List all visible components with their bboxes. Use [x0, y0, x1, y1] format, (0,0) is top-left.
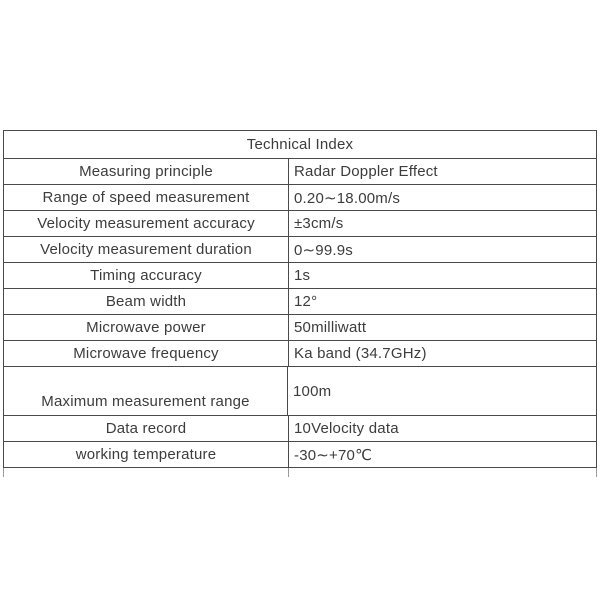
spec-value: -30∼+70℃	[294, 446, 373, 464]
spec-label: Microwave power	[4, 315, 289, 340]
table-row: Beam width 12°	[4, 288, 596, 314]
spec-label: Beam width	[4, 289, 289, 314]
spec-value: Radar Doppler Effect	[294, 163, 438, 180]
spec-value: 10Velocity data	[294, 420, 399, 437]
border-tail-right	[596, 468, 597, 477]
border-tail-divider	[288, 468, 289, 477]
spec-value: 0.20∼18.00m/s	[294, 189, 401, 207]
spec-value: 50milliwatt	[294, 319, 367, 336]
spec-value: 12°	[294, 293, 318, 310]
spec-label: Maximum measurement range	[4, 367, 288, 415]
table-row: Microwave frequency Ka band (34.7GHz)	[4, 340, 596, 366]
spec-label: Velocity measurement duration	[4, 237, 289, 262]
table-row: Velocity measurement accuracy ±3cm/s	[4, 210, 596, 236]
table-row: Timing accuracy 1s	[4, 262, 596, 288]
table-row: Velocity measurement duration 0∼99.9s	[4, 236, 596, 262]
table-row: Range of speed measurement 0.20∼18.00m/s	[4, 184, 596, 210]
spec-label: working temperature	[4, 442, 289, 467]
table-title: Technical Index	[246, 136, 354, 153]
spec-label: Data record	[4, 416, 289, 441]
spec-value: ±3cm/s	[294, 215, 344, 232]
table-row: working temperature -30∼+70℃	[4, 441, 596, 467]
spec-label: Measuring principle	[4, 159, 289, 184]
spec-label: Microwave frequency	[4, 341, 289, 366]
spec-value: 0∼99.9s	[294, 241, 354, 259]
border-tail-left	[3, 468, 4, 477]
technical-index-table: Technical Index Measuring principle Rada…	[3, 130, 597, 468]
table-row: Maximum measurement range 100m	[4, 366, 596, 415]
spec-value: Ka band (34.7GHz)	[294, 345, 427, 362]
spec-label: Range of speed measurement	[4, 185, 289, 210]
spec-label: Timing accuracy	[4, 263, 289, 288]
table-row: Data record 10Velocity data	[4, 415, 596, 441]
table-row: Microwave power 50milliwatt	[4, 314, 596, 340]
spec-value: 1s	[294, 267, 311, 284]
table-row: Measuring principle Radar Doppler Effect	[4, 158, 596, 184]
table-title-row: Technical Index	[4, 131, 596, 158]
spec-label: Velocity measurement accuracy	[4, 211, 289, 236]
spec-value: 100m	[293, 382, 332, 400]
